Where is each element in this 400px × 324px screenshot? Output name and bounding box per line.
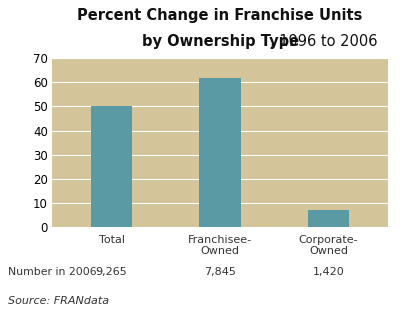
- Text: , 1996 to 2006: , 1996 to 2006: [270, 34, 378, 49]
- Bar: [200, 77, 240, 227]
- Text: by Ownership Type: by Ownership Type: [142, 34, 299, 49]
- Text: Total: Total: [99, 235, 125, 245]
- Bar: [308, 210, 349, 227]
- Text: 1,420: 1,420: [312, 267, 344, 277]
- Text: Number in 2006:: Number in 2006:: [8, 267, 100, 277]
- Text: Corporate-
Owned: Corporate- Owned: [298, 235, 358, 257]
- Text: 9,265: 9,265: [96, 267, 128, 277]
- Bar: [91, 107, 132, 227]
- Text: Source: FRANdata: Source: FRANdata: [8, 296, 109, 307]
- Text: Franchisee-
Owned: Franchisee- Owned: [188, 235, 252, 257]
- Text: Percent Change in Franchise Units: Percent Change in Franchise Units: [77, 8, 363, 23]
- Text: 7,845: 7,845: [204, 267, 236, 277]
